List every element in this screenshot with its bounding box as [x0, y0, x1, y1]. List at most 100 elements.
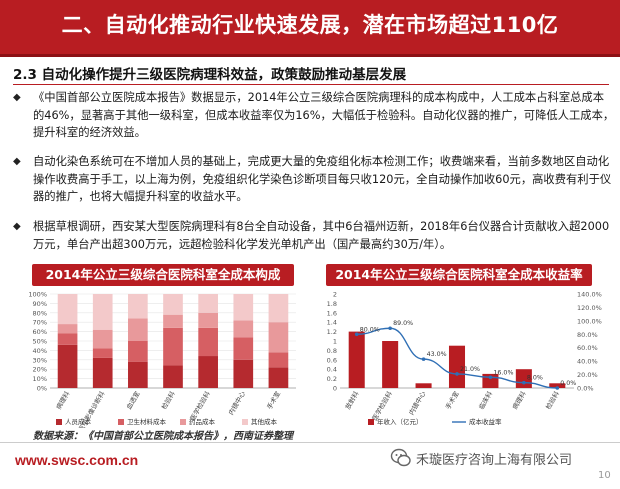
x-tick-label: 临床科	[477, 389, 495, 411]
legend-label: 卫生材料成本	[127, 417, 167, 426]
y-tick-label: 0%	[37, 385, 47, 393]
bar-segment	[268, 294, 289, 323]
y-tick-label: 20%	[33, 366, 47, 374]
x-tick-label: 手术室	[443, 389, 461, 411]
bar-segment	[233, 320, 254, 338]
bar-segment	[198, 294, 218, 313]
legend-swatch	[242, 419, 248, 425]
data-label: 43.0%	[427, 351, 447, 358]
return-rate-point	[421, 357, 426, 361]
legend-label: 其他成本	[251, 417, 278, 426]
bar-segment	[92, 348, 113, 358]
y-right-tick-label: 60.0%	[577, 344, 598, 352]
return-rate-point	[555, 386, 560, 390]
bar-segment	[163, 327, 183, 366]
bar-segment	[92, 357, 113, 388]
y-left-tick-label: 0.8	[327, 347, 337, 355]
page-number: 10	[598, 470, 611, 481]
y-right-tick-label: 120.0%	[577, 304, 602, 312]
title-bar	[0, 0, 620, 54]
x-tick-label: 手术室	[265, 389, 283, 411]
cost-return-chart: 00.20.40.60.811.21.41.61.820.0%20.0%40.0…	[327, 291, 602, 427]
legend-label: 人员成本	[65, 417, 92, 426]
bar-segment	[233, 337, 254, 360]
bar-segment	[128, 318, 148, 341]
y-left-tick-label: 2	[333, 291, 337, 299]
right-chart-title: 2014年公立三级综合医院科室全成本收益率	[326, 264, 592, 286]
revenue-bar	[348, 331, 365, 388]
data-label: 80.0%	[360, 326, 380, 333]
wechat-icon	[390, 448, 411, 467]
y-right-tick-label: 0.0%	[577, 385, 594, 393]
return-rate-point	[522, 380, 526, 385]
y-tick-label: 90%	[33, 300, 47, 308]
x-tick-label: 检验科	[543, 389, 561, 411]
revenue-bar	[382, 341, 399, 388]
section-divider	[13, 84, 609, 85]
bar-segment	[128, 294, 148, 319]
bullet-item-2: ◆ 自动化染色系统可在不增加人员的基础上，完成更大量的免疫组化标本检测工作；收费…	[13, 153, 615, 206]
bar-segment	[163, 365, 183, 388]
revenue-bar	[549, 383, 566, 388]
section-heading: 2.3 自动化操作提升三级医院病理科效益，政策鼓励推动基层发展	[13, 67, 407, 83]
bar-segment	[128, 341, 148, 362]
return-rate-point	[354, 332, 359, 337]
data-label: 8.0%	[527, 375, 543, 382]
bar-segment	[57, 344, 78, 388]
x-tick-label: 内镜中心	[407, 389, 428, 416]
legend-label: 药品成本	[189, 417, 216, 426]
y-tick-label: 70%	[33, 319, 47, 327]
bar-segment	[92, 294, 113, 330]
data-label: 21.0%	[460, 366, 480, 373]
legend-label: 成本收益率	[469, 417, 502, 426]
y-tick-label: 40%	[33, 347, 47, 355]
bar-segment	[128, 361, 148, 388]
y-tick-label: 50%	[33, 338, 47, 346]
watermark-text: 禾璇医疗咨询上海有限公司	[416, 453, 573, 468]
legend-swatch	[56, 419, 62, 425]
bar-segment	[92, 329, 113, 349]
x-tick-label: 内镜中心	[226, 389, 247, 416]
bar-segment	[57, 324, 78, 334]
y-right-tick-label: 40.0%	[577, 358, 598, 366]
x-tick-label: 检验科	[159, 389, 177, 411]
bar-segment	[198, 356, 218, 388]
data-label: 0.0%	[560, 380, 576, 387]
return-rate-point	[388, 326, 392, 331]
bar-segment	[57, 333, 78, 345]
x-tick-label: 血透室	[124, 389, 142, 411]
data-source-note: 数据来源：《中国首部公立医院成本报告》，西南证券整理	[33, 431, 293, 442]
bullet-text: 《中国首部公立医院成本报告》数据显示，2014年公立三级综合医院病理科的成本构成…	[33, 91, 615, 139]
revenue-bar	[415, 383, 432, 388]
bar-segment	[198, 312, 218, 328]
data-label: 89.0%	[393, 320, 413, 327]
bar-segment	[57, 294, 78, 325]
x-tick-label: 病理科	[510, 389, 528, 411]
bullet-text: 根据草根调研，西安某大型医院病理科有8台全自动设备，其中6台福州迈新，2018年…	[33, 220, 610, 251]
diamond-bullet-icon: ◆	[13, 92, 21, 103]
y-tick-label: 30%	[33, 356, 47, 364]
bullet-text: 自动化染色系统可在不增加人员的基础上，完成更大量的免疫组化标本检测工作；收费端来…	[33, 155, 612, 203]
title-divider	[0, 54, 620, 57]
legend-swatch	[118, 419, 124, 425]
y-right-tick-label: 140.0%	[577, 291, 602, 299]
y-right-tick-label: 100.0%	[577, 317, 602, 325]
bar-segment	[198, 327, 218, 357]
diamond-bullet-icon: ◆	[13, 221, 21, 232]
y-left-tick-label: 0.6	[327, 356, 337, 364]
data-label: 16.0%	[493, 369, 513, 376]
y-tick-label: 10%	[33, 375, 47, 383]
bar-segment	[268, 322, 289, 353]
x-tick-label: 放射科	[343, 389, 361, 411]
y-left-tick-label: 0.2	[327, 375, 337, 383]
left-chart-title: 2014年公立三级综合医院科室全成本构成	[32, 264, 294, 286]
website-url: www.swsc.com.cn	[15, 452, 139, 468]
y-right-tick-label: 80.0%	[577, 331, 598, 339]
bar-segment	[163, 294, 183, 315]
return-rate-point	[455, 372, 459, 376]
footer-divider	[0, 442, 620, 443]
y-left-tick-label: 1.2	[327, 328, 337, 336]
diamond-bullet-icon: ◆	[13, 156, 21, 167]
bullet-item-3: ◆ 根据草根调研，西安某大型医院病理科有8台全自动设备，其中6台福州迈新，201…	[13, 218, 615, 253]
bullet-item-1: ◆ 《中国首部公立医院成本报告》数据显示，2014年公立三级综合医院病理科的成本…	[13, 89, 615, 142]
